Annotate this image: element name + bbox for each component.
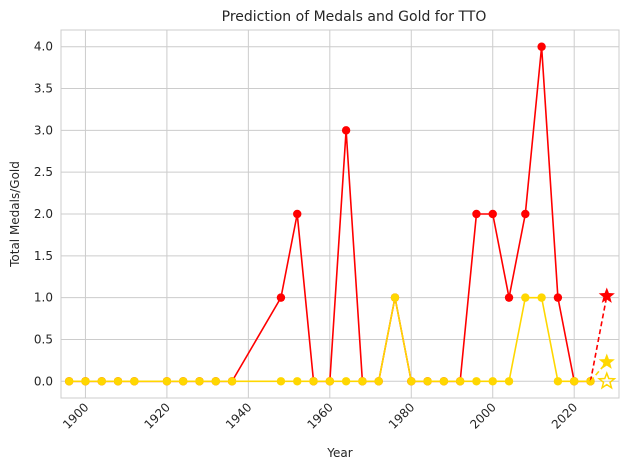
y-tick-label: 4.0 — [34, 40, 53, 54]
data-point-total — [472, 209, 481, 219]
data-point-gold — [211, 377, 220, 386]
data-point-gold — [358, 377, 367, 386]
x-tick-label: 1940 — [223, 400, 254, 431]
data-point-total — [521, 209, 530, 219]
data-point-gold — [162, 377, 172, 386]
x-tick-label: 2020 — [549, 400, 580, 431]
data-point-gold — [439, 377, 449, 386]
data-point-gold — [455, 377, 465, 386]
data-point-gold — [423, 377, 432, 386]
data-point-total — [504, 293, 514, 302]
prediction-star-total — [598, 287, 615, 303]
data-point-gold — [309, 377, 318, 386]
chart-title: Prediction of Medals and Gold for TTO — [222, 9, 487, 25]
data-point-gold — [293, 377, 302, 386]
data-point-total — [553, 293, 563, 302]
x-tick-label: 1980 — [386, 400, 417, 431]
y-tick-label: 0.5 — [34, 332, 53, 346]
data-point-gold — [390, 293, 400, 302]
prediction-line-gold — [589, 361, 608, 382]
data-point-total — [537, 42, 546, 51]
data-point-total — [341, 126, 351, 135]
y-axis-title: Total Medals/Gold — [8, 161, 22, 268]
data-point-gold — [276, 377, 286, 386]
y-tick-label: 1.5 — [34, 249, 53, 263]
x-axis-title: Year — [326, 446, 352, 460]
y-tick-label: 3.5 — [34, 82, 53, 96]
plot-frame — [60, 29, 620, 399]
prediction-line-total — [589, 295, 608, 382]
data-point-gold — [553, 377, 563, 386]
prediction-star-gold — [598, 353, 615, 369]
data-point-gold — [325, 377, 335, 386]
data-point-gold — [569, 377, 579, 386]
data-point-gold — [130, 377, 139, 386]
data-point-gold — [472, 377, 481, 386]
data-point-total — [488, 209, 497, 219]
data-point-total — [293, 209, 302, 219]
data-point-gold — [341, 377, 351, 386]
data-point-gold — [97, 377, 106, 386]
y-tick-label: 1.0 — [34, 291, 53, 305]
data-point-gold — [64, 377, 74, 386]
data-point-gold — [81, 377, 90, 386]
prediction-layer — [589, 287, 617, 390]
x-tick-label: 1920 — [142, 400, 173, 431]
y-tick-labels: 0.0 0.5 1.0 1.5 2.0 2.5 3.0 3.5 4.0 — [34, 40, 53, 389]
data-point-gold — [537, 293, 546, 302]
data-point-gold — [113, 377, 123, 386]
series-layer — [64, 42, 595, 386]
data-point-gold — [407, 377, 416, 386]
series-line-gold — [69, 296, 591, 383]
data-point-gold — [521, 293, 530, 302]
y-tick-label: 0.0 — [34, 374, 53, 388]
x-tick-labels: 1900 1920 1940 1960 1980 2000 2020 — [60, 400, 580, 431]
data-point-gold — [488, 377, 497, 386]
data-point-gold — [227, 377, 237, 386]
x-tick-label: 1960 — [304, 400, 335, 431]
y-tick-label: 2.5 — [34, 165, 53, 179]
x-tick-label: 2000 — [467, 400, 498, 431]
data-point-gold — [374, 377, 383, 386]
x-tick-label: 1900 — [60, 400, 91, 431]
y-tick-label: 3.0 — [34, 123, 53, 137]
prediction-star-gold-low — [597, 371, 617, 390]
data-point-gold — [504, 377, 514, 386]
data-point-total — [276, 293, 286, 302]
y-tick-label: 2.0 — [34, 207, 53, 221]
data-point-gold — [195, 377, 204, 386]
data-point-gold — [178, 377, 188, 386]
